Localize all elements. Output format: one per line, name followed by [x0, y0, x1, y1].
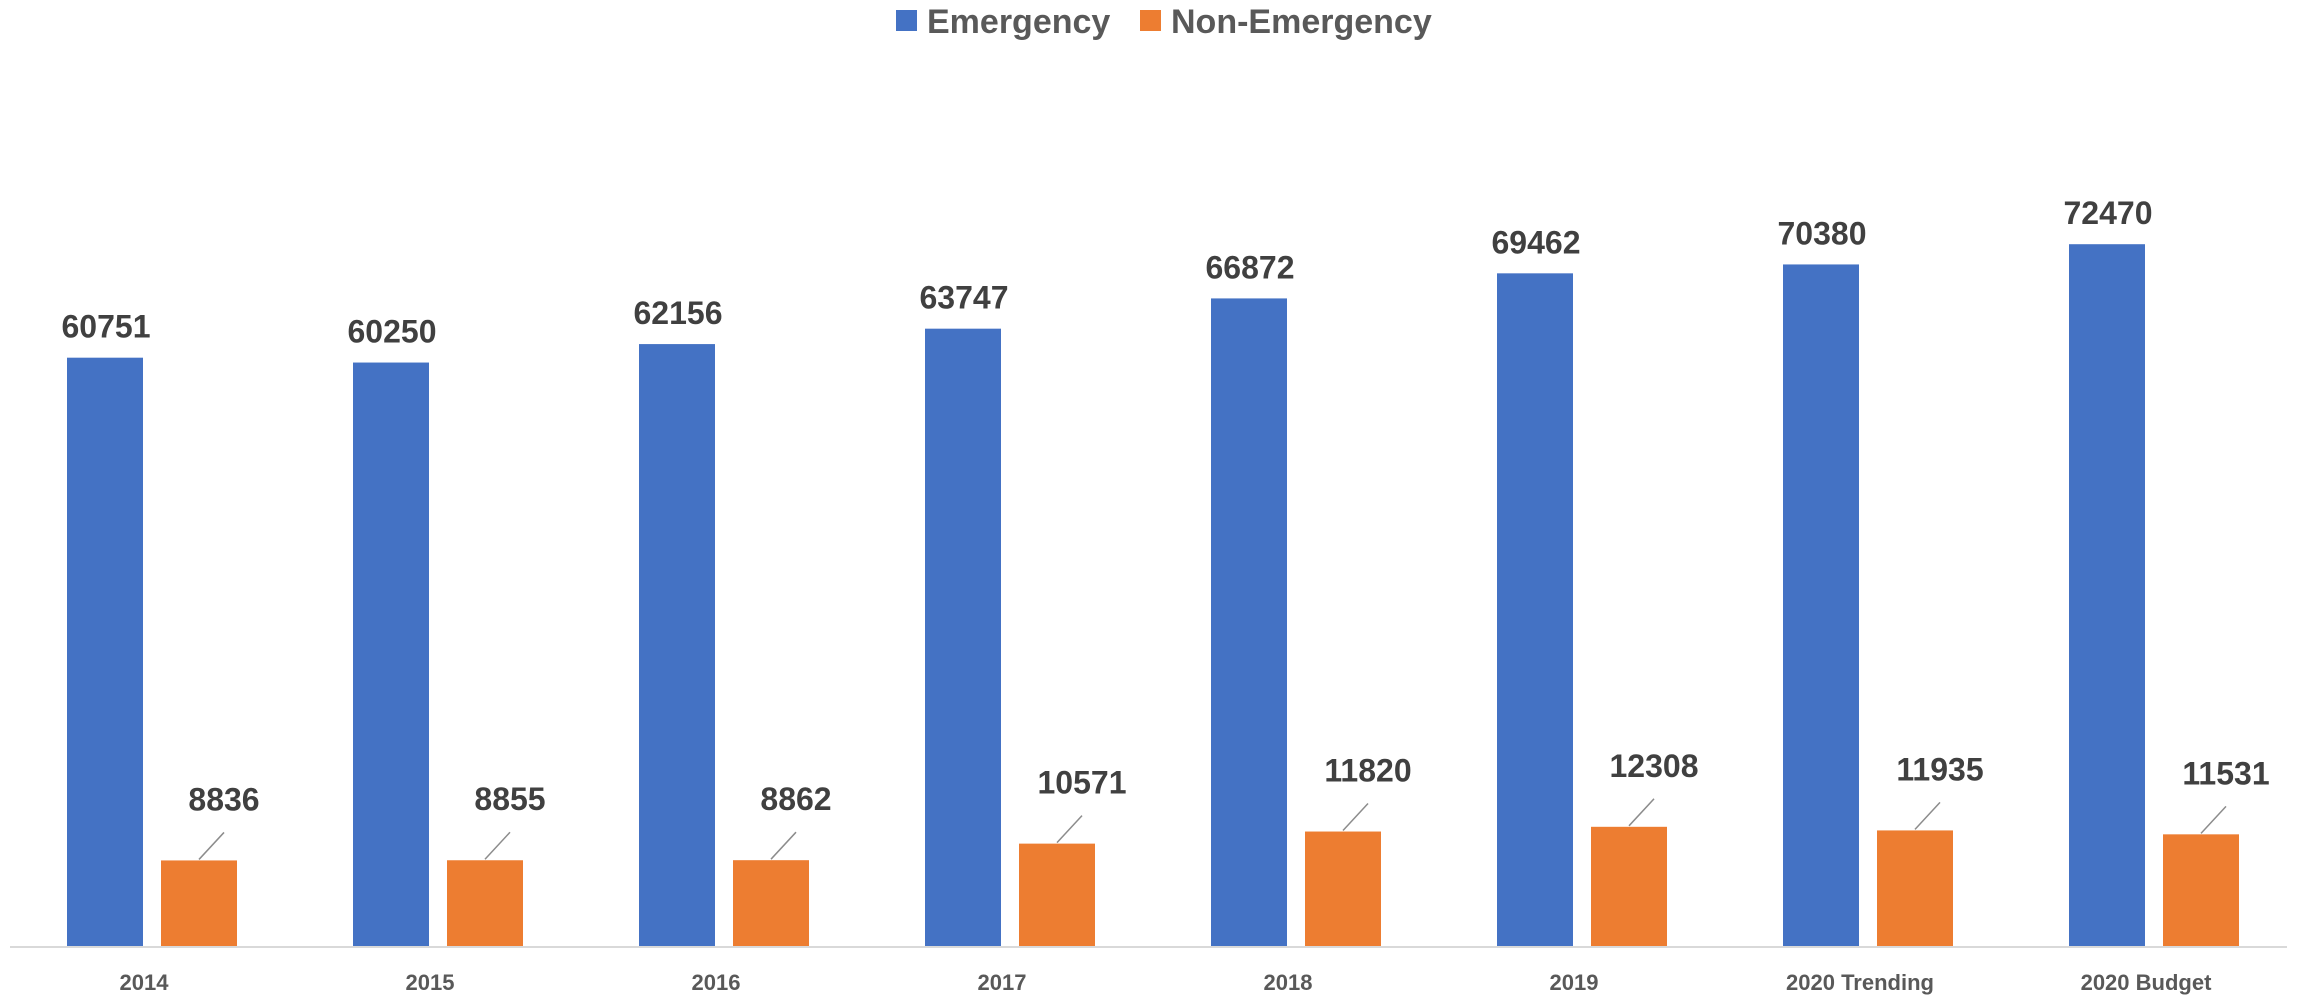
leader-line-non-emergency-2019 — [1628, 798, 1655, 827]
data-label-non-emergency-2020-trending: 11935 — [1896, 751, 1983, 787]
legend-swatch-emergency — [896, 10, 917, 31]
data-label-emergency-2016: 62156 — [634, 295, 723, 331]
x-tick-label: 2016 — [692, 970, 741, 995]
data-label-emergency-2014: 60751 — [62, 309, 151, 345]
bar-emergency-2015 — [353, 362, 429, 946]
bar-emergency-2017 — [925, 328, 1001, 946]
legend-label-emergency: Emergency — [927, 3, 1110, 41]
x-tick-label: 2014 — [120, 970, 170, 995]
bar-emergency-2018 — [1211, 298, 1287, 946]
legend-swatch-non-emergency — [1140, 10, 1161, 31]
bar-emergency-2014 — [67, 357, 143, 946]
bar-emergency-2019 — [1497, 273, 1573, 947]
x-tick-label: 2017 — [978, 970, 1027, 995]
data-label-emergency-2015: 60250 — [348, 314, 437, 350]
data-label-non-emergency-2016: 8862 — [760, 781, 831, 817]
data-label-emergency-2017: 63747 — [920, 280, 1009, 316]
x-tick-label: 2020 Trending — [1786, 970, 1934, 995]
bar-non-emergency-2017 — [1019, 843, 1095, 946]
data-label-non-emergency-2014: 8836 — [188, 781, 259, 817]
leader-line-non-emergency-2017 — [1056, 815, 1083, 844]
data-label-non-emergency-2017: 10571 — [1038, 765, 1127, 801]
bar-non-emergency-2020-budget — [2163, 834, 2239, 946]
bar-non-emergency-2016 — [733, 860, 809, 946]
data-label-non-emergency-2015: 8855 — [474, 781, 545, 817]
data-label-non-emergency-2018: 11820 — [1324, 753, 1411, 789]
leader-line-non-emergency-2018 — [1342, 803, 1369, 832]
data-label-emergency-2018: 66872 — [1206, 249, 1295, 285]
bar-emergency-2016 — [639, 344, 715, 946]
leader-line-non-emergency-2020-budget — [2200, 805, 2227, 834]
bar-non-emergency-2019 — [1591, 826, 1667, 946]
legend-label-non-emergency: Non-Emergency — [1171, 3, 1432, 41]
bar-non-emergency-2015 — [447, 860, 523, 946]
leader-line-non-emergency-2014 — [198, 831, 225, 860]
leader-line-non-emergency-2015 — [484, 831, 511, 860]
x-tick-label: 2018 — [1264, 970, 1313, 995]
data-label-non-emergency-2019: 12308 — [1610, 748, 1699, 784]
bar-non-emergency-2018 — [1305, 831, 1381, 946]
data-label-emergency-2019: 69462 — [1492, 224, 1581, 260]
leader-line-non-emergency-2016 — [770, 831, 797, 860]
bar-non-emergency-2020-trending — [1877, 830, 1953, 946]
data-label-emergency-2020-trending: 70380 — [1778, 215, 1867, 251]
x-tick-label: 2020 Budget — [2081, 970, 2212, 995]
bar-emergency-2020-trending — [1783, 264, 1859, 947]
bars — [67, 244, 2239, 947]
data-label-emergency-2020-budget: 72470 — [2064, 195, 2153, 231]
data-labels: 60751 8836 60250 8855 62156 8862 63747 10571 668… — [62, 195, 2270, 860]
x-axis-tick-labels: 2014 2015 2016 2017 2018 2019 2020 Trending 202… — [120, 970, 2213, 995]
leader-line-non-emergency-2020-trending — [1914, 801, 1941, 830]
x-tick-label: 2015 — [406, 970, 455, 995]
legend: Emergency Non-Emergency — [896, 3, 1432, 41]
x-tick-label: 2019 — [1550, 970, 1599, 995]
bar-non-emergency-2014 — [161, 860, 237, 946]
data-label-non-emergency-2020-budget: 11531 — [2182, 755, 2269, 791]
bar-emergency-2020-budget — [2069, 244, 2145, 947]
